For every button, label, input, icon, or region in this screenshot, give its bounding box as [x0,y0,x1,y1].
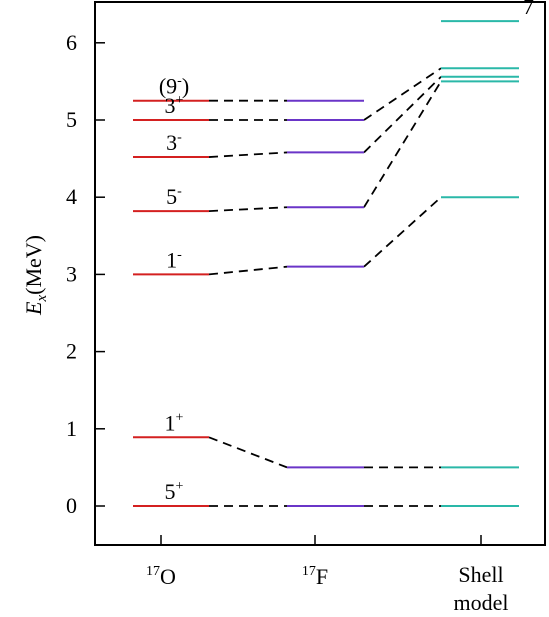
energy-levels-group [133,20,519,507]
connector-o17-3-to-f17-3-1 [208,265,288,276]
connector-o17-3-82-to-f17-3-87 [208,206,288,212]
plot-frame [94,1,546,546]
y-tick-label-2: 2 [66,339,77,364]
connector-f17-3-87-to-shell-5-5 [363,80,442,208]
spin-label-o17-3: 1- [166,247,182,272]
connector-f17-3-1-to-shell-4 [363,196,442,268]
spin-label-o17-0-89: 1+ [165,410,184,435]
spin-label-o17-4-52: 3- [166,130,182,155]
y-tick-label-4: 4 [66,184,77,209]
connector-o17-0-89-to-f17-0-5 [208,436,288,469]
x-tick-label-line-2-0: Shell [458,562,503,587]
connector-f17-5-to-shell-5-67 [363,67,442,121]
connector-o17-4-52-to-f17-4-58 [208,151,288,158]
y-tick-label-1: 1 [66,416,77,441]
connector-lines-group [208,67,442,507]
spin-label-shell-6-28: 7- [523,0,539,19]
spin-label-o17-5: 3+ [165,93,184,118]
spin-labels-group: 5+ 1+ 1- 5- 3- 3+(9-) 7- [159,0,539,504]
y-tick-label-3: 3 [66,261,77,286]
y-axis-label: Ex(MeV) [21,235,50,316]
x-tick-label-line-2-1: model [454,590,509,615]
x-tick-label-1: 17F [302,564,328,589]
axes-group: 0 1 2 3 4 5 6 17O 17F Shell model Ex(MeV) [21,1,546,615]
spin-label-o17-5-25: (9-) [159,74,189,99]
y-tick-label-0: 0 [66,493,77,518]
connector-f17-4-58-to-shell-5-56 [363,76,442,154]
y-tick-label-6: 6 [66,30,77,55]
spin-label-o17-3-82: 5- [166,184,182,209]
spin-label-o17-0: 5+ [165,479,184,504]
y-tick-label-5: 5 [66,107,77,132]
x-tick-label-0: 17O [146,564,176,589]
